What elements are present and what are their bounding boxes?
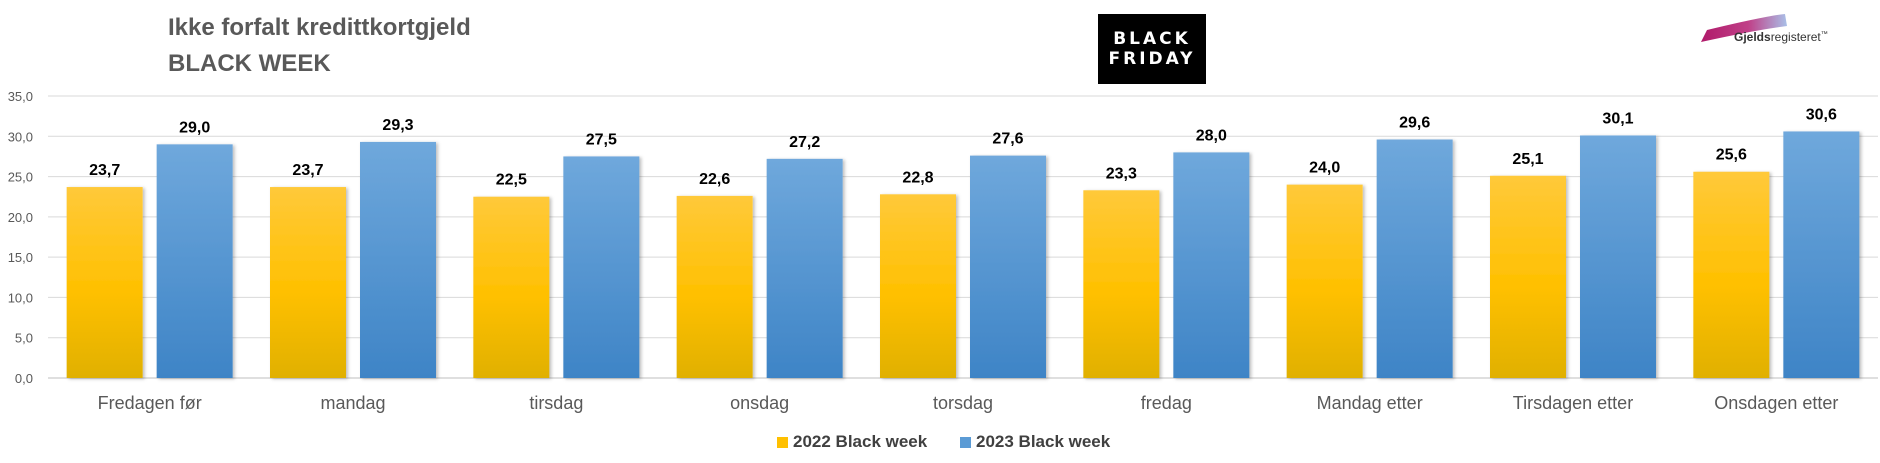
logo-text: Gjeldsregisteret™ <box>1734 30 1828 44</box>
data-label-2022: 22,8 <box>902 169 933 186</box>
gjeldsregisteret-logo-icon <box>1701 14 1787 42</box>
x-tick-label: Onsdagen etter <box>1714 393 1838 413</box>
black-friday-logo-line2: FRIDAY <box>1108 49 1196 69</box>
bar-2022 <box>1083 190 1160 378</box>
data-label-2023: 27,6 <box>992 131 1023 148</box>
data-label-2022: 25,6 <box>1716 147 1747 164</box>
legend-swatch-2023 <box>960 436 971 448</box>
bar-2023 <box>766 158 843 378</box>
y-tick-label: 35,0 <box>8 89 33 104</box>
bar-2022 <box>1693 171 1770 378</box>
bar-2023 <box>970 155 1046 378</box>
bar-2023 <box>1580 135 1656 378</box>
x-tick-label: Mandag etter <box>1317 393 1423 413</box>
bar-2023 <box>360 141 436 378</box>
x-tick-label: onsdag <box>730 393 789 413</box>
x-tick-label: Fredagen før <box>98 393 202 413</box>
data-label-2022: 25,1 <box>1512 151 1543 168</box>
bar-2023 <box>156 144 233 378</box>
y-tick-label: 5,0 <box>15 331 33 346</box>
bar-2022 <box>473 196 550 378</box>
black-friday-logo: BLACK FRIDAY <box>1098 14 1206 84</box>
data-label-2023: 28,0 <box>1196 127 1227 144</box>
y-tick-label: 10,0 <box>8 290 33 305</box>
data-label-2022: 23,7 <box>89 162 120 179</box>
bar-2023 <box>563 156 640 378</box>
bar-2022 <box>676 195 753 378</box>
data-label-2023: 29,3 <box>382 117 413 134</box>
legend-label-2023: 2023 Black week <box>976 432 1111 451</box>
bar-2022 <box>1490 175 1566 378</box>
data-label-2023: 30,1 <box>1602 110 1633 127</box>
x-tick-label: tirsdag <box>529 393 583 413</box>
legend-item-2022: 2022 Black week <box>777 432 927 452</box>
logo-trademark: ™ <box>1820 31 1828 38</box>
logo-text-rest: registeret <box>1770 30 1821 44</box>
data-label-2023: 29,6 <box>1399 115 1430 132</box>
x-tick-label: fredag <box>1141 393 1192 413</box>
bar-2023 <box>1173 152 1250 378</box>
bar-2022 <box>66 187 143 378</box>
data-label-2023: 27,5 <box>586 131 617 148</box>
data-label-2023: 30,6 <box>1806 106 1837 123</box>
y-tick-label: 0,0 <box>15 371 33 386</box>
legend-item-2023: 2023 Black week <box>960 432 1110 452</box>
bar-2022 <box>1286 184 1363 378</box>
data-label-2022: 22,5 <box>496 172 527 189</box>
data-label-2022: 23,3 <box>1106 165 1137 182</box>
chart-subtitle: BLACK WEEK <box>168 50 331 77</box>
y-tick-label: 15,0 <box>8 250 33 265</box>
y-tick-label: 20,0 <box>8 210 33 225</box>
logo-text-bold: Gjelds <box>1734 30 1771 44</box>
data-label-2022: 24,0 <box>1309 160 1340 177</box>
bar-2023 <box>1783 131 1860 378</box>
x-tick-label: torsdag <box>933 393 993 413</box>
y-tick-label: 25,0 <box>8 170 33 185</box>
data-label-2022: 23,7 <box>292 162 323 179</box>
chart-title: Ikke forfalt kredittkortgjeld <box>168 14 471 41</box>
legend-swatch-2022 <box>777 436 788 448</box>
data-label-2023: 29,0 <box>179 119 210 136</box>
legend-label-2022: 2022 Black week <box>793 432 928 451</box>
data-label-2022: 22,6 <box>699 171 730 188</box>
y-tick-label: 30,0 <box>8 129 33 144</box>
black-friday-logo-line1: BLACK <box>1113 29 1191 49</box>
bar-2022 <box>880 194 956 378</box>
data-label-2023: 27,2 <box>789 134 820 151</box>
bar-2022 <box>270 187 346 378</box>
x-tick-label: Tirsdagen etter <box>1513 393 1633 413</box>
bar-2023 <box>1376 139 1453 378</box>
x-tick-label: mandag <box>320 393 385 413</box>
